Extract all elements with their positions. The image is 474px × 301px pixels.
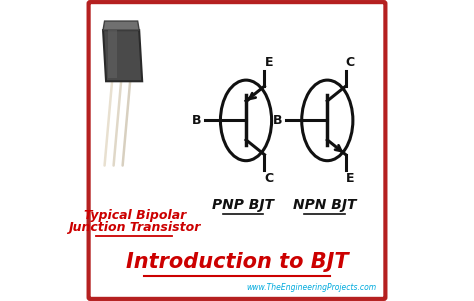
Text: C: C <box>346 56 355 69</box>
Text: NPN BJT: NPN BJT <box>292 198 356 212</box>
Text: Introduction to BJT: Introduction to BJT <box>126 252 348 272</box>
Text: Junction Transistor: Junction Transistor <box>68 221 201 234</box>
Text: B: B <box>273 114 283 127</box>
Text: www.TheEngineeringProjects.com: www.TheEngineeringProjects.com <box>247 283 377 292</box>
Text: B: B <box>192 114 201 127</box>
Text: E: E <box>346 172 355 185</box>
Text: E: E <box>265 56 273 69</box>
Polygon shape <box>103 30 142 81</box>
Bar <box>108 30 117 78</box>
Text: Typical Bipolar: Typical Bipolar <box>83 209 186 222</box>
Polygon shape <box>103 21 139 30</box>
Text: PNP BJT: PNP BJT <box>212 198 274 212</box>
Text: C: C <box>264 172 273 185</box>
